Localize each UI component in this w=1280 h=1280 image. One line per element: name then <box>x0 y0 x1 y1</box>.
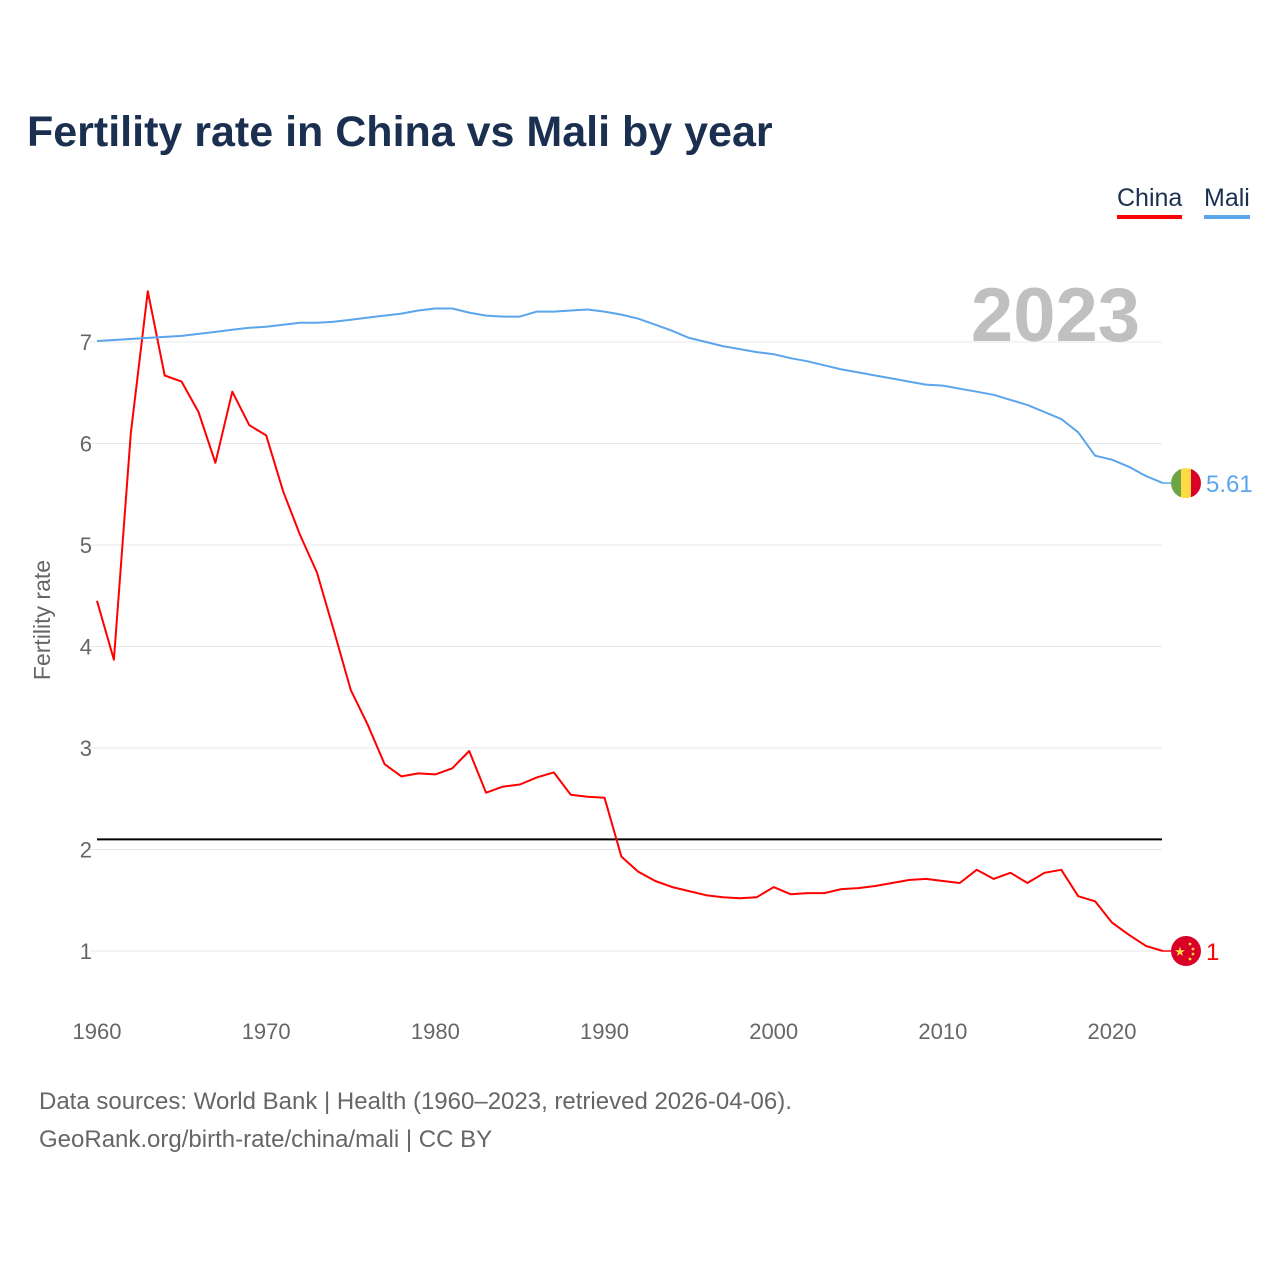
x-tick-label: 2020 <box>1088 1019 1137 1044</box>
end-value-label-china: 1 <box>1206 939 1219 966</box>
flag-small-star <box>1188 942 1192 946</box>
flag-small-star <box>1191 952 1195 956</box>
x-tick-label: 2000 <box>749 1019 798 1044</box>
flag-star: ★ <box>1174 944 1186 959</box>
flag-small-star <box>1188 957 1192 961</box>
chart-title: Fertility rate in China vs Mali by year <box>27 108 773 156</box>
footer-sources: Data sources: World Bank | Health (1960–… <box>39 1088 792 1115</box>
x-tick-label: 1960 <box>73 1019 122 1044</box>
flag-stripe-red <box>1191 468 1201 499</box>
x-tick-label: 1980 <box>411 1019 460 1044</box>
y-axis-label: Fertility rate <box>29 560 55 680</box>
flag-stripe-yellow <box>1181 468 1191 499</box>
china-flag-icon: ★ <box>1171 936 1201 966</box>
y-tick-label: 3 <box>80 736 92 761</box>
mali-flag-icon <box>1171 468 1201 499</box>
y-tick-label: 6 <box>80 432 92 457</box>
flag-stripe-green <box>1171 468 1181 499</box>
series-line-china <box>96 290 1164 952</box>
legend-china[interactable]: China <box>1117 184 1183 219</box>
legend-mali[interactable]: Mali <box>1204 184 1250 219</box>
x-tick-label: 1970 <box>242 1019 291 1044</box>
year-watermark: 2023 <box>971 273 1140 358</box>
y-tick-label: 1 <box>80 939 92 964</box>
flag-field <box>1171 936 1201 966</box>
x-tick-label: 1990 <box>580 1019 629 1044</box>
footer-credit[interactable]: GeoRank.org/birth-rate/china/mali | CC B… <box>39 1126 493 1153</box>
y-tick-label: 4 <box>80 635 92 660</box>
y-tick-label: 5 <box>80 533 92 558</box>
series-line-mali <box>96 307 1164 485</box>
x-tick-label: 2010 <box>918 1019 967 1044</box>
end-value-label-mali: 5.61 <box>1206 471 1253 498</box>
y-tick-label: 2 <box>80 838 92 863</box>
flag-small-star <box>1191 947 1195 951</box>
y-tick-label: 7 <box>80 330 92 355</box>
